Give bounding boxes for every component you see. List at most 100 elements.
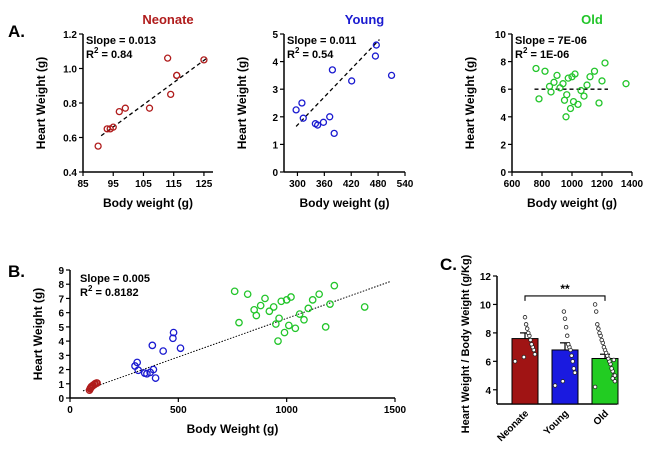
data-point xyxy=(612,373,618,378)
data-point xyxy=(295,310,304,318)
data-point xyxy=(275,314,283,323)
data-point xyxy=(559,80,567,88)
y-tick-label: 8 xyxy=(58,280,64,291)
data-point xyxy=(372,41,380,49)
x-tick-label: 105 xyxy=(135,179,152,190)
x-axis-label: Body Weight (g) xyxy=(187,422,279,436)
significance-label: ** xyxy=(560,282,570,296)
x-tick-label: 115 xyxy=(166,179,183,190)
data-point xyxy=(598,77,606,85)
data-point xyxy=(315,290,324,299)
x-tick-label: 300 xyxy=(289,179,306,190)
annotation-r2: R2 = 1E-06 xyxy=(515,46,569,61)
data-point xyxy=(109,123,117,131)
x-tick-label: 540 xyxy=(397,179,414,190)
x-tick-label: 480 xyxy=(370,179,387,190)
data-point xyxy=(360,303,369,311)
data-point xyxy=(564,74,572,82)
data-point xyxy=(235,318,243,327)
data-point xyxy=(523,322,529,327)
data-point xyxy=(230,287,239,296)
data-point xyxy=(541,67,549,75)
annotation-r2: R2 = 0.84 xyxy=(86,46,133,61)
data-point xyxy=(528,337,533,343)
data-point xyxy=(173,71,181,80)
data-point xyxy=(330,281,339,290)
data-point xyxy=(134,366,143,375)
y-tick-label: 3 xyxy=(58,351,64,362)
data-point xyxy=(595,99,603,107)
fit-line xyxy=(82,280,391,392)
data-point xyxy=(599,337,604,343)
data-point xyxy=(592,302,598,307)
data-point xyxy=(532,352,538,357)
data-point xyxy=(243,290,252,299)
category-label: Young xyxy=(542,408,571,437)
data-point xyxy=(284,321,293,330)
y-tick-label: 1 xyxy=(58,380,64,391)
data-point xyxy=(562,113,570,121)
data-point xyxy=(601,344,607,350)
data-point xyxy=(571,366,576,371)
data-point xyxy=(149,365,158,374)
data-point xyxy=(570,359,575,364)
annotation-r2: R2 = 0.8182 xyxy=(80,284,139,299)
data-point xyxy=(609,366,614,371)
y-axis-label: Heart Weight (g) xyxy=(463,57,477,149)
y-tick-label: 0 xyxy=(272,168,278,179)
y-tick-label: 0.8 xyxy=(63,99,77,110)
data-point xyxy=(269,303,278,311)
category-label: Old xyxy=(592,408,612,428)
data-point xyxy=(167,90,175,99)
x-tick-label: 1000 xyxy=(276,405,299,416)
data-point xyxy=(563,91,571,99)
y-tick-label: 10 xyxy=(495,30,507,41)
data-point xyxy=(308,296,317,304)
fit-line xyxy=(100,57,208,137)
significance-bracket xyxy=(524,295,606,301)
y-tick-label: 6 xyxy=(485,357,491,368)
data-point xyxy=(566,342,571,347)
data-point xyxy=(93,379,101,387)
x-tick-label: 85 xyxy=(77,179,89,190)
data-point xyxy=(256,301,265,310)
y-tick-label: 6 xyxy=(58,309,64,320)
data-point xyxy=(148,341,157,350)
chart-title: Young xyxy=(345,12,385,27)
data-point xyxy=(326,300,334,308)
y-tick-label: 4 xyxy=(500,113,506,124)
data-point xyxy=(121,104,129,112)
data-point xyxy=(535,95,543,103)
y-tick-label: 0.6 xyxy=(63,134,77,145)
y-tick-label: 7 xyxy=(58,294,64,305)
panel-label-a: A. xyxy=(8,22,25,41)
data-point xyxy=(277,297,286,306)
panel-label-c: C. xyxy=(440,255,457,274)
y-tick-label: 4 xyxy=(485,386,491,397)
chart-ratio: 4 6 8 10 12 Heart Weight / Body Weight (g/Kg)… xyxy=(460,254,619,444)
y-axis-label: Heart Weight (g) xyxy=(31,288,45,380)
data-point xyxy=(583,81,591,89)
data-point xyxy=(115,107,123,116)
data-point xyxy=(326,113,334,121)
annotation-slope: Slope = 7E-06 xyxy=(515,35,587,47)
data-point xyxy=(571,70,579,78)
x-tick-label: 1500 xyxy=(384,405,407,416)
data-point xyxy=(565,333,570,338)
y-axis-label: Heart Weight (g) xyxy=(34,57,48,149)
x-axis-label: Body weight (g) xyxy=(527,196,617,210)
x-tick-label: 95 xyxy=(108,179,120,190)
x-tick-label: 500 xyxy=(170,405,187,416)
data-point xyxy=(595,322,600,327)
data-point xyxy=(291,324,300,333)
data-point xyxy=(560,379,565,384)
data-point xyxy=(252,311,261,320)
x-tick-label: 0 xyxy=(67,405,73,416)
data-point xyxy=(300,315,308,324)
data-point xyxy=(525,326,530,331)
y-tick-label: 0 xyxy=(58,394,64,405)
data-point xyxy=(574,100,582,109)
annotation-slope: Slope = 0.011 xyxy=(287,35,356,47)
